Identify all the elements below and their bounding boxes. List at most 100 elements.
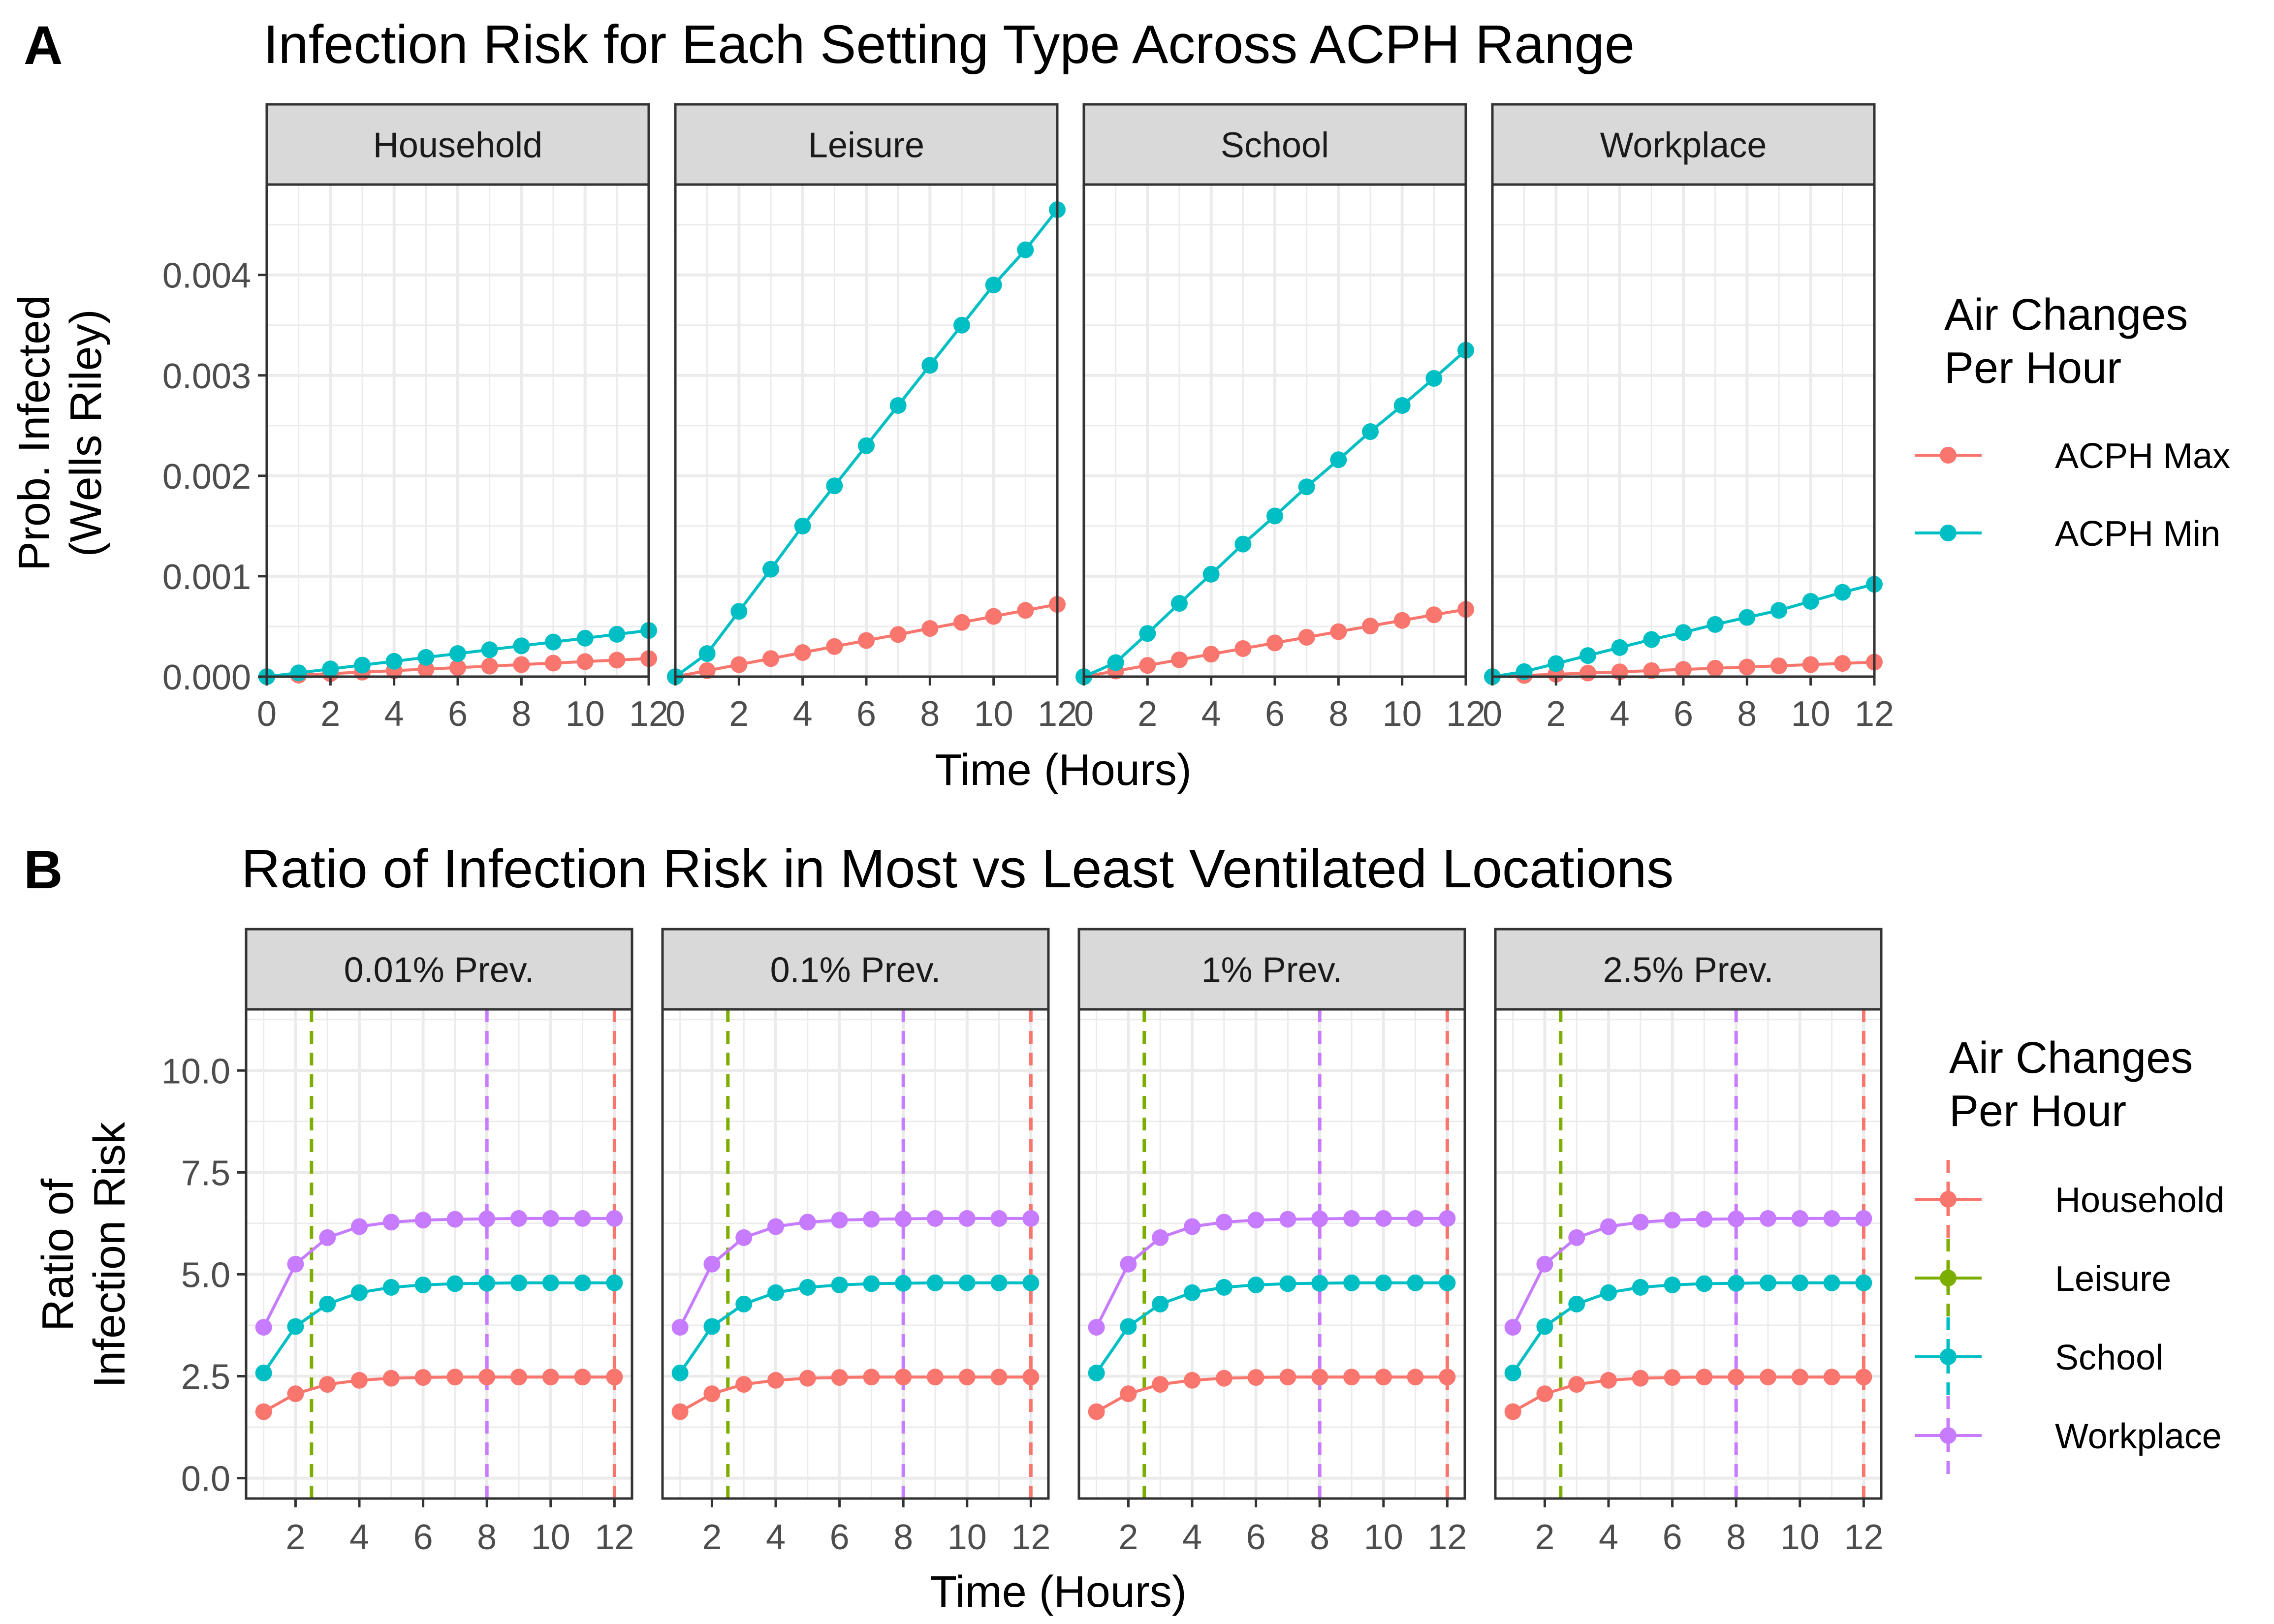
panel-b-facet-1-prev-point-household-3 [1184, 1372, 1201, 1389]
panel-a-facet-workplace-x-tick-label: 8 [1737, 694, 1757, 734]
panel-b-legend-point-school [1940, 1348, 1957, 1365]
panel-b-facet-0-1-prev-point-household-4 [799, 1370, 816, 1387]
panel-b-facet-2-5-prev-point-school-4 [1632, 1279, 1649, 1296]
panel-b-facet-0-01-prev-point-household-5 [414, 1369, 432, 1386]
panel-b-facet-0-1-prev-point-school-5 [831, 1276, 848, 1293]
panel-b-facet-0-1-prev-point-school-1 [703, 1318, 721, 1335]
panel-a-facet-workplace-point-acph-max-9 [1770, 657, 1787, 674]
panel-b-ylabel: Ratio of Infection Risk [33, 1122, 134, 1388]
panel-b-facet-2-5-prev-point-household-10 [1823, 1369, 1840, 1386]
panel-b-facet-1-prev-x-tick-label: 2 [1118, 1518, 1138, 1557]
panel-b-facet-2-5-prev-point-workplace-7 [1728, 1210, 1745, 1227]
panel-b-facet-0-1-prev-point-household-9 [958, 1369, 976, 1386]
panel-b-facet-0-01-prev-point-household-2 [319, 1376, 336, 1393]
panel-b-facet-2-5-prev-strip [1494, 928, 1883, 1011]
panel-b-facet-0-01-prev-point-school-2 [319, 1295, 336, 1312]
panel-a-facet-school-point-acph-min-2 [1139, 625, 1156, 642]
panel-b-facet-0-01-prev-point-school-7 [478, 1275, 496, 1292]
panel-b-facet-0-1-prev-point-household-0 [671, 1403, 689, 1420]
panel-b-facet-0-01-prev-point-household-3 [351, 1372, 368, 1389]
panel-a-ylabel: Prob. Infected (Wells Riley) [10, 295, 111, 571]
panel-b-facet-0-1-prev-point-school-0 [671, 1364, 689, 1381]
panel-a-facet-household-point-acph-max-6 [449, 659, 466, 676]
panel-a-facet-workplace-x-tick-label: 4 [1610, 694, 1630, 734]
panel-b-facet-2-5-prev-x-tick-label: 10 [1780, 1518, 1820, 1557]
panel-b-facet-0-1-prev-point-school-11 [1022, 1274, 1040, 1291]
panel-b-facet-2-5-prev-x-tick-label: 6 [1663, 1518, 1682, 1557]
panel-a-facet-workplace-point-acph-min-5 [1643, 631, 1660, 648]
panel-b-facet-2-5-prev-x-tick-label: 12 [1844, 1518, 1883, 1557]
panel-a-facet-household-x-tick-label: 10 [566, 694, 605, 734]
panel-b-facet-0-1-prev-point-workplace-4 [799, 1214, 816, 1231]
panel-b-facet-0-1-prev-point-school-7 [895, 1275, 912, 1292]
panel-b-facet-1-prev-point-school-4 [1215, 1279, 1232, 1296]
panel-a-facet-household-point-acph-min-10 [576, 629, 594, 647]
panel-b-facet-0-01-prev-point-workplace-11 [606, 1210, 623, 1227]
panel-a-facet-workplace: Workplace 0 2 4 6 8 10 12 [1483, 103, 1894, 734]
panel-a-facet-school-point-acph-max-6 [1266, 634, 1283, 652]
panel-b-facet-2-5-prev-point-school-3 [1600, 1284, 1617, 1301]
panel-b-facet-0-1-prev-point-school-9 [958, 1274, 976, 1291]
panel-b-facet-2-5-prev-point-household-7 [1728, 1369, 1745, 1386]
panel-b-legend-label-workplace: Workplace [2055, 1417, 2222, 1456]
panel-a-facet-leisure-point-acph-max-2 [730, 656, 748, 673]
panel-a-facet-household-strip [265, 103, 650, 186]
panel-a-facet-school-point-acph-min-6 [1266, 507, 1283, 525]
panel-a-facet-leisure-point-acph-max-8 [921, 620, 939, 637]
panel-b-legend-item-household: Household [1915, 1160, 2224, 1239]
panel-b-facet-0-01-prev-point-school-11 [606, 1274, 623, 1291]
panel-b-facet-0-01-prev-x-tick-label: 6 [413, 1518, 433, 1557]
panel-a-facet-leisure-x-tick-label: 4 [793, 694, 813, 734]
panel-a-facet-school-x-tick-label: 8 [1328, 694, 1348, 734]
panel-a-facet-leisure-point-acph-min-7 [889, 397, 907, 414]
panel-a-facet-household-point-acph-min-6 [449, 645, 466, 662]
panel-b-facet-0-1-prev-point-school-10 [990, 1274, 1008, 1291]
panel-b-facet-0-01-prev-point-household-7 [478, 1369, 496, 1386]
panel-b-facet-1-prev-point-workplace-7 [1311, 1210, 1328, 1227]
panel-b-facet-0-01-prev-point-household-4 [382, 1370, 400, 1387]
panel-b-facet-2-5-prev-point-workplace-6 [1696, 1211, 1713, 1228]
panel-a-facet-leisure-point-acph-min-1 [698, 645, 716, 662]
panel-b-facet-1-prev-point-school-6 [1279, 1275, 1296, 1292]
panel-a-legend-item-acph-min: ACPH Min [1915, 514, 2220, 554]
panel-b-facet-1-prev-point-school-5 [1247, 1276, 1264, 1293]
panel-b-legend-point-household [1940, 1191, 1957, 1208]
panel-a-facet-workplace-point-acph-max-10 [1802, 656, 1819, 673]
panel-b-facet-0-1-prev-point-school-6 [863, 1275, 880, 1292]
panel-a-facet-leisure-point-acph-min-8 [921, 357, 939, 374]
panel-a-facet-school-point-acph-max-11 [1425, 606, 1443, 624]
panel-b-facet-0-1-prev-point-workplace-3 [767, 1218, 785, 1235]
panel-a-facet-leisure-point-acph-max-1 [698, 662, 716, 679]
panel-b-facet-0-01-prev-point-workplace-0 [255, 1319, 272, 1336]
panel-b-facet-2-5-prev-point-workplace-1 [1536, 1255, 1553, 1273]
panel-a-facet-school-point-acph-min-11 [1425, 370, 1443, 387]
panel-b-facet-1-prev-point-school-8 [1343, 1274, 1360, 1291]
panel-b-facet-2-5-prev-point-school-7 [1728, 1275, 1745, 1292]
panel-a-facet-household-point-acph-min-11 [608, 625, 626, 643]
panel-a-facet-household: Household 0 2 4 6 8 10 12 [257, 103, 668, 734]
panel-b-facet-1-prev-point-household-4 [1215, 1370, 1232, 1387]
panel-b-facet-1-prev-point-workplace-0 [1088, 1319, 1105, 1336]
panel-a-facet-school-point-acph-min-10 [1393, 397, 1411, 414]
panel-b-facet-1-prev-point-workplace-3 [1184, 1218, 1201, 1235]
panel-b-facet-2-5-prev-point-household-5 [1664, 1369, 1681, 1386]
panel-b-facet-0-1-prev-point-workplace-10 [990, 1210, 1008, 1227]
panel-b-facet-1-prev-point-workplace-4 [1215, 1214, 1232, 1231]
panel-a-facet-household-point-acph-min-5 [417, 649, 435, 666]
panel-b-legend-label-school: School [2055, 1338, 2163, 1377]
panel-b-facet-0-1-prev-point-workplace-7 [895, 1210, 912, 1227]
panel-a-facet-school-strip [1082, 103, 1467, 186]
panel-b-facet-1-prev-point-school-0 [1088, 1364, 1105, 1381]
panel-b-facet-0-01-prev-x-tick-label: 10 [531, 1518, 570, 1557]
panel-b-facet-0-01-prev-point-workplace-10 [574, 1210, 591, 1227]
panel-b-facet-0-01-prev-point-school-10 [574, 1274, 591, 1291]
panel-b-facet-2-5-prev-x-tick-label: 2 [1535, 1518, 1554, 1557]
panel-b-facet-0-1-prev-point-workplace-6 [863, 1211, 880, 1228]
panel-b-facet-0-01-prev-point-school-0 [255, 1364, 272, 1381]
panel-b-facet-1-prev-point-household-5 [1247, 1369, 1264, 1386]
panel-b-facet-0-01-prev-point-school-1 [287, 1318, 304, 1335]
panel-a-facet-leisure-x-tick-label: 0 [665, 694, 685, 734]
panel-b-facet-0-1-prev-point-household-3 [767, 1372, 785, 1389]
panel-b-facet-2-5-prev-point-household-8 [1759, 1369, 1776, 1386]
panel-b-facet-0-01-prev-point-workplace-4 [382, 1214, 400, 1231]
